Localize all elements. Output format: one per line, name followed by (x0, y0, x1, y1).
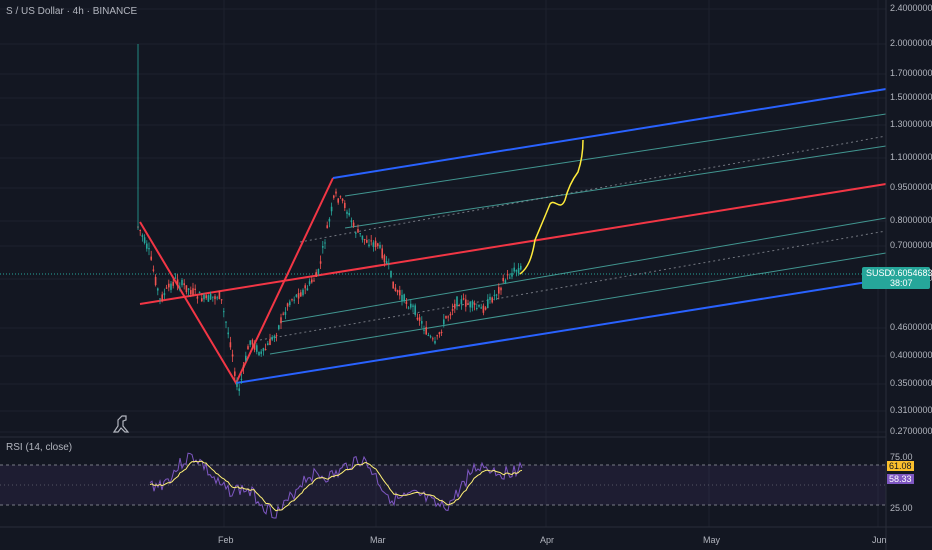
price-label: 1.30000000 (890, 119, 932, 129)
rsi-title: RSI (14, close) (6, 442, 73, 453)
chart-title: S / US Dollar · 4h · BINANCE (6, 6, 138, 17)
pitchfork-level (279, 217, 887, 323)
pitchfork-median-line (139, 183, 887, 305)
pitchfork-level (269, 252, 887, 355)
rsi-line (149, 452, 523, 519)
projection-path[interactable] (519, 139, 584, 275)
price-label: 1.50000000 (890, 92, 932, 102)
pitchfork-lower-line (235, 278, 887, 384)
rsi-value-tag: 61.08 (887, 461, 914, 471)
time-label: Mar (370, 535, 386, 545)
ticker-price: 0.60546836 (890, 268, 932, 278)
pitchfork-dashed-level (299, 135, 887, 243)
time-label: May (703, 535, 721, 545)
rsi-band (0, 465, 886, 505)
rsi-ma-line (149, 460, 523, 512)
dino-logo-icon (112, 415, 130, 433)
candlestick-series (137, 44, 522, 396)
price-label: 0.27000000 (890, 426, 932, 436)
pitchfork-upper-line (332, 88, 887, 179)
pitchfork-dashed-level (259, 230, 887, 341)
time-label: Apr (540, 535, 555, 545)
time-label: Jun (872, 535, 887, 545)
ticker-symbol: SUSD (866, 268, 892, 278)
pitchfork-drawing[interactable] (139, 88, 887, 386)
rsi-bottom-label: 25.00 (890, 503, 913, 513)
pitchfork-level (344, 145, 887, 229)
rsi-ma-value-tag: 58.33 (887, 474, 914, 484)
price-label: 2.00000000 (890, 38, 932, 48)
ticker-countdown: 38:07 (890, 278, 913, 288)
time-label: Feb (218, 535, 234, 545)
current-price-tag: SUSD 0.60546836 38:07 (862, 267, 932, 289)
grid-lines (0, 0, 886, 527)
pitchfork-level (344, 113, 887, 197)
rsi-top-label: 75.00 (890, 452, 913, 462)
